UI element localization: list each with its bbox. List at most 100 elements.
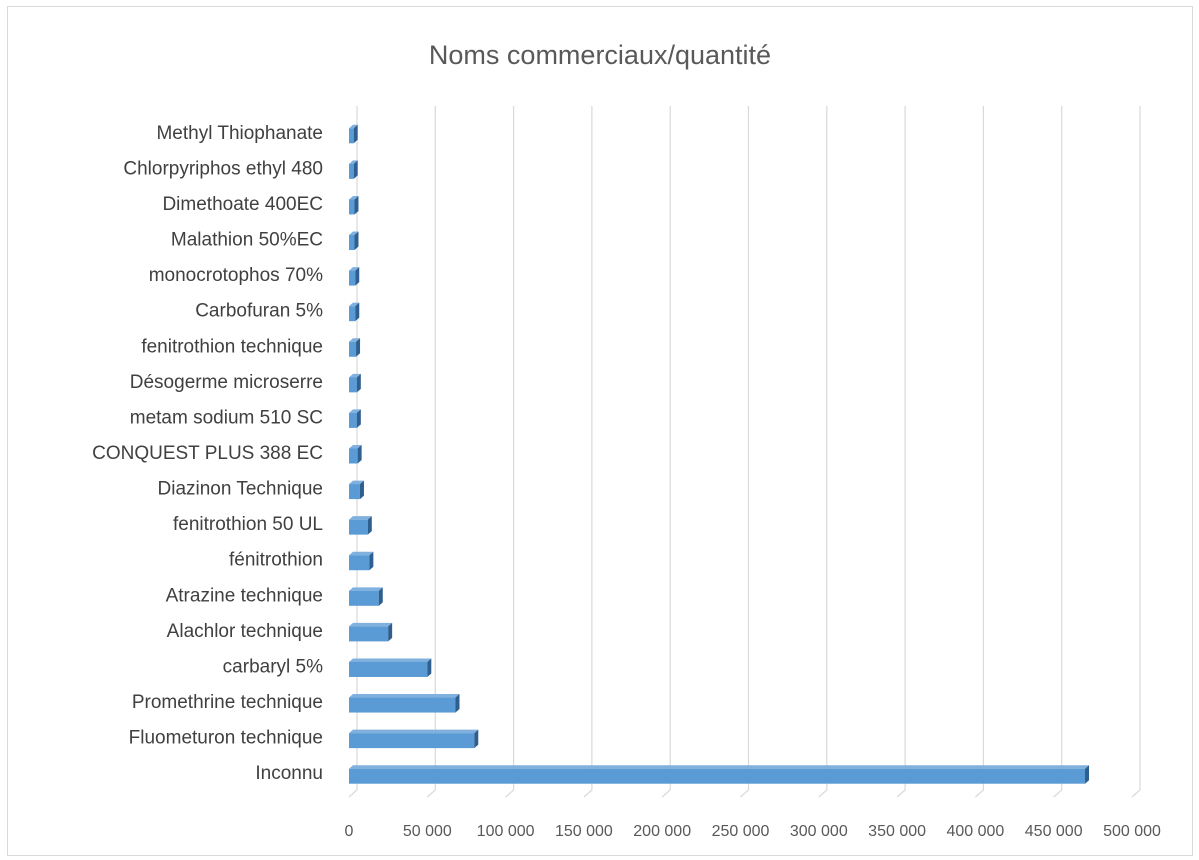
bar-side-face [388, 622, 393, 642]
bar-front-face [349, 590, 379, 606]
bar-front-face [349, 448, 358, 464]
bar [349, 480, 364, 500]
bar-top-face [349, 622, 393, 627]
bar-top-face [349, 124, 358, 129]
category-label: Diazinon Technique [158, 479, 324, 500]
chart-title: Noms commerciaux/quantité [429, 40, 771, 70]
category-label: Inconnu [255, 763, 323, 784]
bar [349, 160, 358, 179]
category-label: Methyl Thiophanate [156, 123, 323, 144]
bar-side-face [455, 694, 460, 713]
bar-side-face [356, 338, 361, 357]
bar [349, 516, 372, 535]
bar-front-face [349, 412, 357, 428]
bar-side-face [356, 373, 361, 393]
bar-side-face [356, 409, 361, 428]
gridline-10 [1131, 106, 1141, 798]
gridline-2 [505, 106, 515, 798]
gridline-8 [975, 106, 984, 798]
category-label: Atrazine technique [166, 585, 323, 606]
x-tick-label: 250 000 [712, 823, 770, 840]
bar-front-face [349, 128, 354, 144]
bar-top-face [349, 302, 360, 307]
category-label: Fluometuron technique [129, 728, 323, 749]
bar-top-face [349, 267, 360, 271]
bar-top-face [349, 231, 359, 236]
category-label: Promethrine technique [132, 692, 323, 713]
bar-front-face [349, 768, 1086, 784]
x-tick-label: 350 000 [868, 823, 926, 840]
bar-side-face [355, 302, 360, 322]
bar-front-face [349, 519, 368, 535]
category-label: Désogerme microserre [130, 372, 323, 393]
gridline-7 [896, 106, 906, 798]
bar-top-face [349, 373, 361, 378]
bar-side-face [378, 587, 383, 606]
bar [349, 445, 362, 464]
gridline-6 [818, 106, 828, 798]
bar-top-face [349, 445, 362, 449]
category-label: metam sodium 510 SC [130, 407, 323, 428]
bar-top-face [349, 765, 1090, 769]
bar [349, 373, 361, 393]
x-tick-label: 150 000 [555, 823, 613, 840]
bar-side-face [357, 445, 362, 464]
x-tick-label: 300 000 [790, 823, 848, 840]
category-label: Carbofuran 5% [195, 301, 323, 322]
bar [349, 231, 359, 251]
bar-front-face [349, 199, 355, 215]
gridline-1 [426, 106, 436, 798]
bar-side-face [355, 267, 360, 286]
x-tick-label: 100 000 [477, 823, 535, 840]
bar-top-face [349, 409, 361, 413]
x-tick-label: 200 000 [633, 823, 691, 840]
bar-front-face [349, 341, 357, 357]
bar-front-face [349, 235, 355, 251]
bar-side-face [367, 516, 372, 535]
category-label: Dimethoate 400EC [162, 194, 323, 215]
bar-top-face [349, 160, 358, 164]
bar [349, 551, 374, 571]
x-tick-label: 0 [345, 823, 354, 840]
category-label: monocrotophos 70% [149, 265, 323, 286]
bar [349, 338, 361, 357]
bar-front-face [349, 733, 475, 749]
bar-front-face [349, 555, 370, 571]
bar-front-face [349, 163, 354, 179]
bar-side-face [474, 729, 479, 749]
bar-front-face [349, 484, 360, 500]
bar [349, 622, 393, 642]
category-label: Chlorpyriphos ethyl 480 [123, 158, 323, 179]
bar-front-face [349, 697, 456, 713]
bar-top-face [349, 516, 372, 520]
category-label: carbaryl 5% [223, 656, 323, 677]
bar-front-face [349, 377, 357, 393]
bar-top-face [349, 195, 359, 200]
gridline-3 [583, 106, 593, 798]
category-label: fenitrothion technique [141, 336, 323, 357]
category-label: Alachlor technique [167, 621, 323, 642]
gridline-0 [348, 106, 358, 798]
bar-top-face [349, 338, 361, 342]
bar [349, 587, 383, 606]
bar-top-face [349, 729, 479, 734]
bar [349, 765, 1090, 784]
bar-top-face [349, 587, 383, 591]
x-tick-label: 50 000 [403, 823, 452, 840]
gridline-4 [661, 106, 671, 798]
bar-front-face [349, 270, 356, 286]
x-tick-label: 400 000 [946, 823, 1004, 840]
bar-front-face [349, 661, 428, 677]
bar-side-face [354, 195, 359, 215]
bar-side-face [369, 551, 374, 571]
bar-side-face [353, 160, 358, 179]
bar-top-face [349, 658, 432, 662]
bar [349, 694, 460, 713]
bar-front-face [349, 626, 389, 642]
bar-side-face [354, 231, 359, 251]
bar-top-face [349, 694, 460, 698]
category-label: fenitrothion 50 UL [173, 514, 323, 535]
chart-frame [7, 6, 1193, 856]
bar [349, 124, 358, 144]
